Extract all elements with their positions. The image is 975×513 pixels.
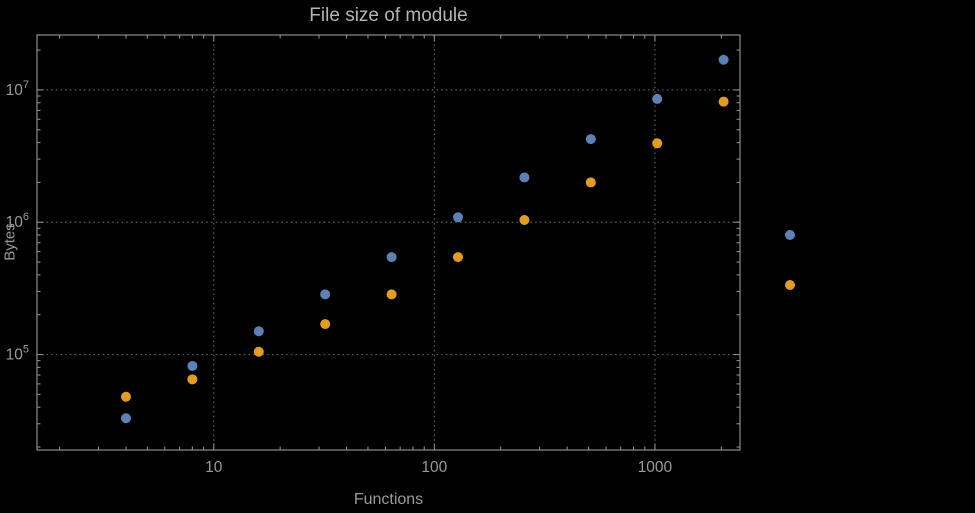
data-point-series-orange [585, 177, 596, 188]
data-point-series-blue [187, 360, 198, 371]
x-tick-label: 1000 [638, 459, 673, 476]
x-tick-label: 10 [205, 459, 223, 476]
data-point-series-blue [453, 212, 464, 223]
data-point-series-blue [585, 134, 596, 145]
y-tick-label: 106 [6, 211, 29, 231]
data-point-series-orange [187, 374, 198, 385]
x-axis-label: Functions [353, 491, 424, 508]
data-point-series-blue [652, 93, 663, 104]
data-point-series-blue [320, 289, 331, 300]
data-point-series-orange [453, 252, 464, 263]
data-point-series-orange [120, 391, 131, 402]
data-point-series-orange [386, 289, 397, 300]
y-tick-label: 105 [6, 344, 29, 364]
data-point-series-orange [320, 319, 331, 330]
data-point-series-blue [386, 252, 397, 263]
data-point-series-orange [652, 138, 663, 149]
legend-marker-blue [785, 230, 795, 240]
data-point-series-blue [718, 54, 729, 65]
legend-marker-orange [785, 280, 795, 290]
data-point-series-blue [519, 172, 530, 183]
plot-legend [785, 230, 795, 290]
data-point-series-blue [253, 326, 264, 337]
chart-title: File size of module [309, 5, 468, 26]
data-point-series-orange [718, 96, 729, 107]
data-point-series-orange [519, 214, 530, 225]
y-tick-label: 107 [6, 79, 29, 99]
plot-frame [36, 34, 741, 451]
data-point-series-orange [253, 346, 264, 357]
x-tick-label: 100 [421, 459, 447, 476]
data-point-series-blue [120, 413, 131, 424]
